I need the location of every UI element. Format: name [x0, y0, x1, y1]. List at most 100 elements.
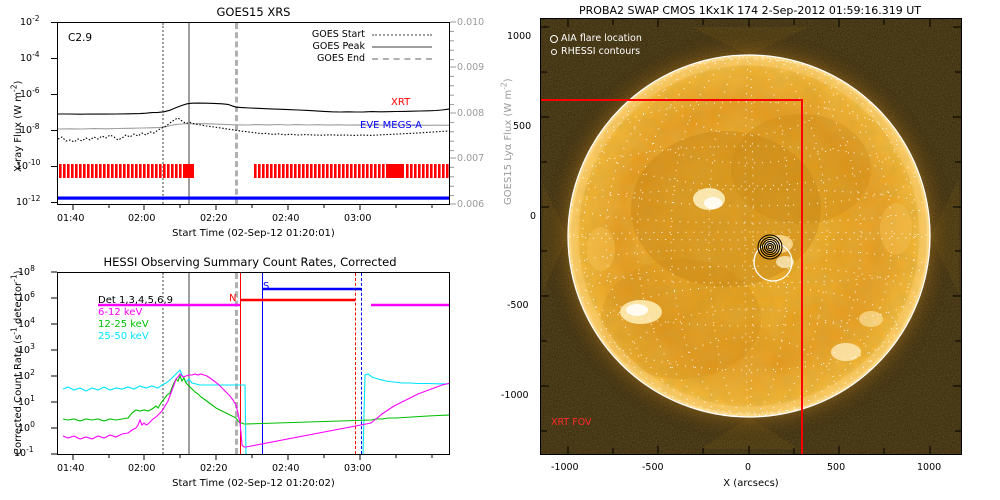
- goes-right-ytick-4: 0.006: [457, 199, 485, 210]
- hessi-ytick-marks: [51, 271, 57, 455]
- hessi-band-label-0: 6-12 keV: [98, 307, 143, 318]
- eve-series-label: EVE MEGS-A: [360, 120, 422, 131]
- swap-ytick-2: 0: [530, 211, 537, 222]
- circle-small-icon: [551, 48, 557, 55]
- hessi-ytick-6-mant: 10: [18, 423, 31, 434]
- rhessi-contours: [757, 234, 783, 260]
- band-6-12-curve: [62, 373, 449, 448]
- goes-peak-marker: [188, 23, 190, 204]
- goes-start-marker: [162, 23, 164, 204]
- swap-xtick-4: 1000: [917, 462, 942, 473]
- eve-coverage-bar: [58, 196, 449, 200]
- hessi-band-label-1: 12-25 keV: [98, 319, 149, 330]
- goes-ytick-0-exp: -2: [32, 13, 40, 23]
- swap-xtick-1: -500: [642, 462, 664, 473]
- hessi-xtick-marks: [72, 455, 433, 460]
- goes-ylabel-left-close: ): [13, 80, 24, 85]
- goes-ytick-1-exp: -4: [32, 49, 40, 59]
- legend-label-goes-start: GOES Start: [311, 29, 365, 40]
- swap-xtick-0: -1000: [551, 462, 579, 473]
- hessi-xtick-3: 02:40: [272, 463, 300, 474]
- goes-ytick-2: 10-6: [20, 85, 40, 100]
- hessi-ytick-5-mant: 10: [18, 397, 31, 408]
- goes-xtick-1: 02:00: [128, 213, 156, 224]
- goes-ytick-4-mant: 10: [16, 161, 29, 172]
- hessi-ytick-2-mant: 10: [18, 319, 31, 330]
- goes-long-channel: [58, 102, 449, 115]
- xrt-observation-strips: [58, 164, 449, 200]
- goes-ytick-4: 10-10: [16, 157, 41, 172]
- hessi-xtick-0: 01:40: [57, 463, 85, 474]
- goes-class-annotation: C2.9: [68, 32, 93, 44]
- swap-solar-image[interactable]: AIA flare location RHESSI contours XRT F…: [540, 18, 962, 455]
- goes-end-marker: [235, 23, 238, 204]
- hessi-ytick-3-mant: 10: [18, 345, 31, 356]
- swap-ytick-0: 1000: [507, 31, 532, 42]
- rhessi-legend-label: RHESSI contours: [561, 46, 641, 57]
- hessi-panel-title: HESSI Observing Summary Count Rates, Cor…: [103, 255, 397, 269]
- goes-ytick-mark-2: [51, 94, 57, 95]
- swap-panel: PROBA2 SWAP CMOS 1Kx1K 174 2-Sep-2012 01…: [490, 0, 1000, 500]
- hessi-ytick-3: 103: [18, 341, 35, 356]
- goes-ytick-2-exp: -6: [32, 85, 40, 95]
- hessi-goes-end-marker: [235, 273, 238, 454]
- hessi-ytick-5: 101: [18, 393, 35, 408]
- hessi-ytick-1-exp: 6: [30, 289, 35, 299]
- hessi-night-start-marker: [240, 273, 241, 454]
- hessi-night-end-marker: [355, 273, 356, 454]
- eve-megs-a-curve: [58, 117, 449, 143]
- hessi-ytick-7-exp: -1: [26, 444, 34, 454]
- hessi-ytick-3-exp: 3: [30, 341, 35, 351]
- goes-ytick-mark-1: [51, 58, 57, 59]
- hessi-ytick-0-exp: 8: [30, 263, 35, 273]
- aia-legend-entry: AIA flare location: [550, 33, 642, 44]
- xrt-fov-box: [541, 99, 803, 454]
- goes-right-ytick-1: 0.009: [457, 62, 485, 73]
- goes-ytick-4-exp: -10: [28, 157, 41, 167]
- hessi-status-bars: [98, 287, 449, 307]
- goes-xtick-2: 02:20: [200, 213, 228, 224]
- hessi-count-curves: [62, 369, 449, 454]
- rhessi-legend-entry: RHESSI contours: [550, 46, 640, 57]
- hessi-ytick-0: 108: [18, 263, 35, 278]
- hessi-ytick-6-exp: 0: [30, 419, 35, 429]
- goes-plot-area: XRT EVE MEGS-A C2.9 GOES Start GOES Peak…: [57, 22, 450, 205]
- hessi-goes-start-marker: [162, 273, 164, 454]
- goes-ytick-3-mant: 10: [20, 125, 33, 136]
- goes-ytick-1: 10-4: [20, 49, 40, 64]
- xrt-fov-label: XRT FOV: [551, 417, 592, 428]
- goes-xtick-marks: [72, 205, 433, 210]
- hessi-ytick-2: 104: [18, 317, 35, 330]
- hessi-saa-end-marker: [361, 273, 362, 454]
- solar-disk-render: [541, 19, 961, 454]
- goes-ytick-5-exp: -12: [28, 193, 41, 203]
- goes-xtick-4: 03:00: [344, 213, 372, 224]
- goes-right-ytick-0: 0.010: [457, 17, 485, 28]
- hessi-band-label-2: 25-50 keV: [98, 331, 149, 342]
- goes-ytick-1-mant: 10: [20, 53, 33, 64]
- goes-xtick-3: 02:40: [272, 213, 300, 224]
- swap-ytick-4: -1000: [501, 390, 529, 401]
- hessi-ytick-7: 10-1: [14, 444, 34, 459]
- goes-ylabel-left-exp: -2: [9, 84, 19, 93]
- circle-outline-icon: [550, 34, 558, 43]
- swap-xtick-3: 500: [827, 462, 846, 473]
- goes-right-axis-ticks: [450, 21, 456, 205]
- hessi-ytick-5-exp: 1: [30, 393, 35, 403]
- goes-ytick-5: 10-12: [16, 193, 41, 208]
- hessi-goes-peak-marker: [188, 273, 190, 454]
- swap-ytick-1: 500: [513, 121, 532, 132]
- hessi-ytick-4-exp: 2: [30, 367, 35, 377]
- goes-xlabel: Start Time (02-Sep-12 01:20:01): [172, 228, 335, 239]
- goes-xrs-panel: GOES15 XRS X-ray Flux (W m-2) GOES15 Lyα…: [0, 0, 514, 250]
- legend-line-goes-peak: [372, 46, 432, 48]
- goes-ytick-5-mant: 10: [16, 197, 29, 208]
- hessi-saa-start-marker: [262, 273, 263, 454]
- hessi-xtick-2: 02:20: [200, 463, 228, 474]
- goes-ytick-mark-5: [51, 202, 57, 203]
- aia-legend-label: AIA flare location: [561, 33, 642, 44]
- xrt-series-label: XRT: [391, 97, 411, 108]
- hessi-flag-n: N: [229, 293, 237, 304]
- swap-xlabel: X (arcsecs): [723, 478, 779, 489]
- goes-curves: [58, 102, 449, 143]
